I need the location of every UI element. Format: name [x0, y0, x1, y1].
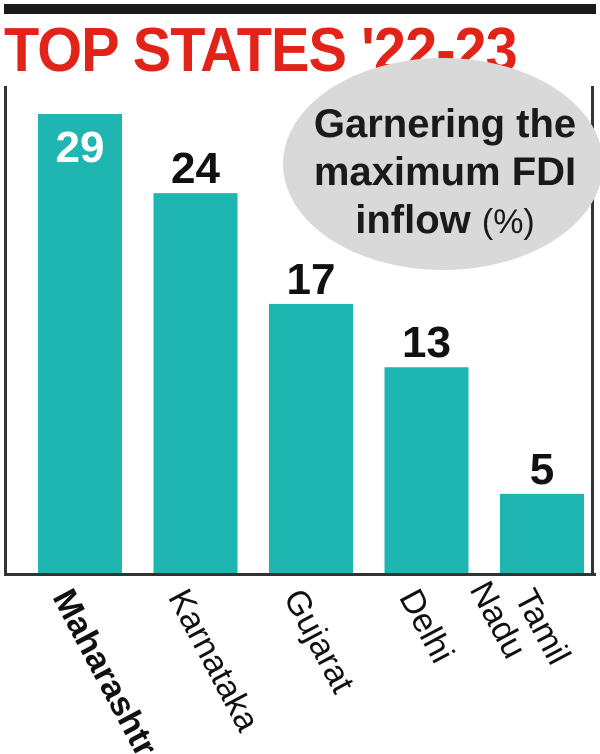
- category-label-tamil-nadu: TamilNadu: [462, 558, 578, 688]
- bar-tamil-nadu: [500, 493, 584, 573]
- chart-subtitle: Garnering the maximum FDI inflow (%): [300, 100, 590, 246]
- bar-delhi: [384, 367, 469, 573]
- subtitle-unit: (%): [481, 203, 535, 241]
- category-label-gujarat: Gujarat: [276, 583, 362, 700]
- value-label-delhi: 13: [402, 318, 451, 367]
- value-label-karnataka: 24: [171, 144, 220, 193]
- category-label-maharashtra: Maharashtra: [45, 583, 174, 754]
- value-label-gujarat: 17: [287, 255, 336, 304]
- subtitle-bubble: [283, 58, 600, 270]
- top-rule: [4, 4, 596, 14]
- category-label-karnataka: Karnataka: [160, 583, 266, 738]
- category-label-delhi: Delhi: [391, 583, 461, 669]
- bar-maharashtra: [38, 114, 122, 573]
- value-label-tamil-nadu: 5: [530, 445, 554, 494]
- subtitle-line-3: inflow (%): [300, 196, 590, 246]
- subtitle-line-3-text: inflow: [355, 198, 471, 242]
- bar-gujarat: [269, 303, 353, 573]
- value-label-maharashtra: 29: [56, 123, 105, 172]
- bar-karnataka: [153, 193, 238, 573]
- chart-frame: [4, 86, 594, 576]
- x-axis-baseline: [4, 573, 596, 576]
- subtitle-line-2: maximum FDI: [313, 150, 577, 194]
- subtitle-line-1: Garnering the: [313, 102, 577, 146]
